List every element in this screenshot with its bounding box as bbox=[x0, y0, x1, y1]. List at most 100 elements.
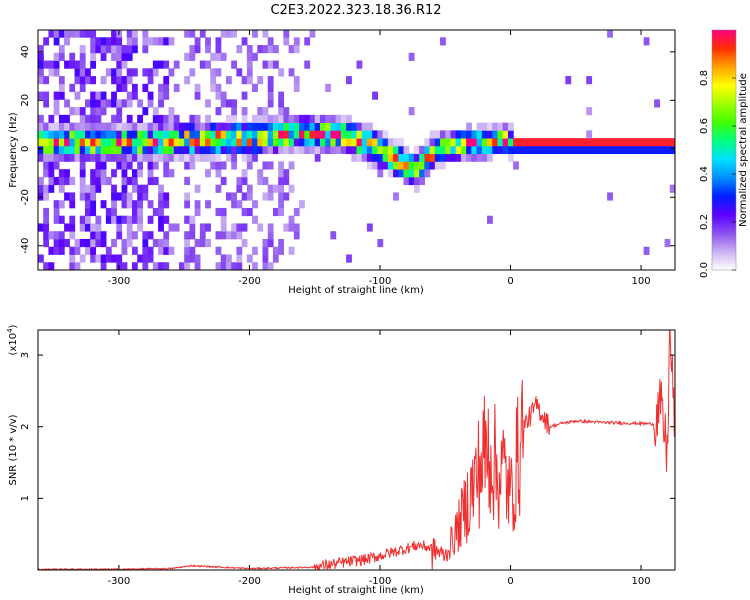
spectrogram-cell bbox=[137, 145, 144, 155]
spectrogram-cell bbox=[607, 30, 613, 38]
spectrogram-cell bbox=[434, 130, 441, 139]
spectrogram-cell bbox=[194, 207, 201, 217]
spectrogram-cell bbox=[74, 130, 81, 139]
spectrogram-cell bbox=[225, 138, 232, 147]
spectrogram-cell bbox=[173, 138, 180, 147]
spectrogram-cell bbox=[502, 145, 509, 155]
spectrogram-cell bbox=[487, 130, 493, 139]
spectrogram-cell bbox=[111, 169, 117, 178]
spectrogram-cell bbox=[330, 122, 337, 131]
spectrogram-cell bbox=[346, 254, 352, 263]
spectrogram-cell bbox=[413, 184, 420, 193]
spectrogram-cell bbox=[116, 223, 123, 232]
spectrogram-cell bbox=[534, 138, 540, 147]
spectrogram-cell bbox=[90, 254, 97, 263]
spectrogram-cell bbox=[612, 145, 619, 155]
spectrogram-cell bbox=[283, 30, 290, 38]
spectrogram-cell bbox=[304, 138, 311, 147]
spectrogram-cell bbox=[173, 83, 180, 92]
spectrogram-cell bbox=[84, 192, 91, 201]
spectrogram-cell bbox=[194, 145, 201, 155]
spectrogram-cell bbox=[189, 246, 196, 255]
spectrogram-cell bbox=[669, 138, 675, 147]
spectrogram-cell bbox=[476, 153, 483, 162]
spectrogram-cell bbox=[565, 138, 572, 147]
spectrogram-cell bbox=[116, 107, 123, 116]
spectrogram-cell bbox=[638, 145, 645, 155]
spectrogram-cell bbox=[309, 122, 316, 131]
spectrogram-cell bbox=[659, 145, 666, 155]
spectrogram-cell bbox=[643, 138, 650, 147]
spectrogram-cell bbox=[330, 231, 337, 240]
spectrogram-cell bbox=[231, 99, 238, 108]
spectrogram-cell bbox=[314, 130, 321, 139]
spectrogram-cell bbox=[100, 153, 107, 162]
spectrogram-cell bbox=[152, 37, 159, 46]
spectrogram-cell bbox=[173, 60, 180, 69]
spectrogram-cell bbox=[173, 114, 180, 124]
spectrogram-cell bbox=[241, 76, 248, 85]
spectrogram-cell bbox=[257, 45, 264, 54]
spectrogram-cell bbox=[147, 231, 154, 240]
spectrogram-cell bbox=[319, 145, 326, 155]
spectrogram-cell bbox=[601, 145, 608, 155]
spectrogram-cell bbox=[236, 145, 243, 155]
spectrogram-cell bbox=[272, 207, 279, 217]
spectrogram-cell bbox=[137, 207, 144, 217]
spectrogram-cell bbox=[116, 130, 123, 139]
spectrogram-cell bbox=[43, 60, 50, 69]
spectrogram-cell bbox=[163, 161, 170, 170]
spectrogram-cell bbox=[476, 145, 483, 155]
spectrogram-cell bbox=[471, 153, 478, 162]
spectrogram-cell bbox=[372, 138, 378, 147]
spectrogram-cell bbox=[246, 254, 253, 263]
spectrogram-cell bbox=[178, 122, 185, 131]
spectrogram-cell bbox=[278, 145, 285, 155]
spectrogram-cell bbox=[215, 231, 222, 240]
spectrogram-cell bbox=[215, 52, 222, 61]
spectrogram-cell bbox=[278, 192, 285, 201]
spectrogram-cell bbox=[272, 246, 279, 255]
spectrogram-cell bbox=[84, 30, 91, 38]
spectrogram-cell bbox=[288, 145, 295, 155]
spectrogram-cell bbox=[241, 153, 248, 162]
spectrogram-cell bbox=[142, 184, 149, 193]
spectrogram-cell bbox=[225, 76, 232, 85]
spectrogram-cell bbox=[142, 254, 149, 263]
spectrogram-cell bbox=[220, 207, 227, 217]
spectrogram-cell bbox=[335, 145, 342, 155]
spectrogram-cell bbox=[241, 145, 248, 155]
spectrogram-cell bbox=[220, 130, 227, 139]
spectrogram-cell bbox=[215, 45, 222, 54]
spectrogram-cell bbox=[210, 83, 217, 92]
spectrogram-cell bbox=[100, 107, 107, 116]
spectrogram-cell bbox=[241, 138, 248, 147]
spectrogram-cell bbox=[53, 176, 60, 186]
x-tick-label: 100 bbox=[632, 576, 651, 587]
spectrogram-cell bbox=[283, 192, 290, 201]
spectrogram-cell bbox=[84, 184, 91, 193]
spectrogram-cell bbox=[309, 114, 316, 124]
spectrogram-cell bbox=[74, 76, 81, 85]
spectrogram-cell bbox=[278, 122, 285, 131]
spectrogram-cell bbox=[241, 107, 248, 116]
spectrogram-cell bbox=[210, 153, 217, 162]
spectrogram-cell bbox=[137, 254, 144, 263]
spectrogram-cell bbox=[121, 45, 128, 54]
spectrogram-cell bbox=[246, 161, 253, 170]
spectrogram-cell bbox=[257, 122, 264, 131]
spectrogram-cell bbox=[231, 130, 238, 139]
spectrogram-cell bbox=[628, 138, 634, 147]
spectrogram-cell bbox=[205, 60, 211, 69]
spectrogram-cell bbox=[38, 76, 44, 85]
spectrogram-cell bbox=[43, 145, 50, 155]
spectrogram-cell bbox=[220, 176, 227, 186]
spectrogram-cell bbox=[163, 114, 170, 124]
spectrogram-cell bbox=[43, 161, 50, 170]
spectrogram-cell bbox=[90, 130, 97, 139]
spectrogram-cell bbox=[398, 153, 405, 162]
spectrogram-cell bbox=[225, 114, 232, 124]
spectrogram-cell bbox=[267, 262, 274, 270]
x-tick-label: -100 bbox=[369, 576, 392, 587]
spectrogram-cell bbox=[215, 184, 222, 193]
